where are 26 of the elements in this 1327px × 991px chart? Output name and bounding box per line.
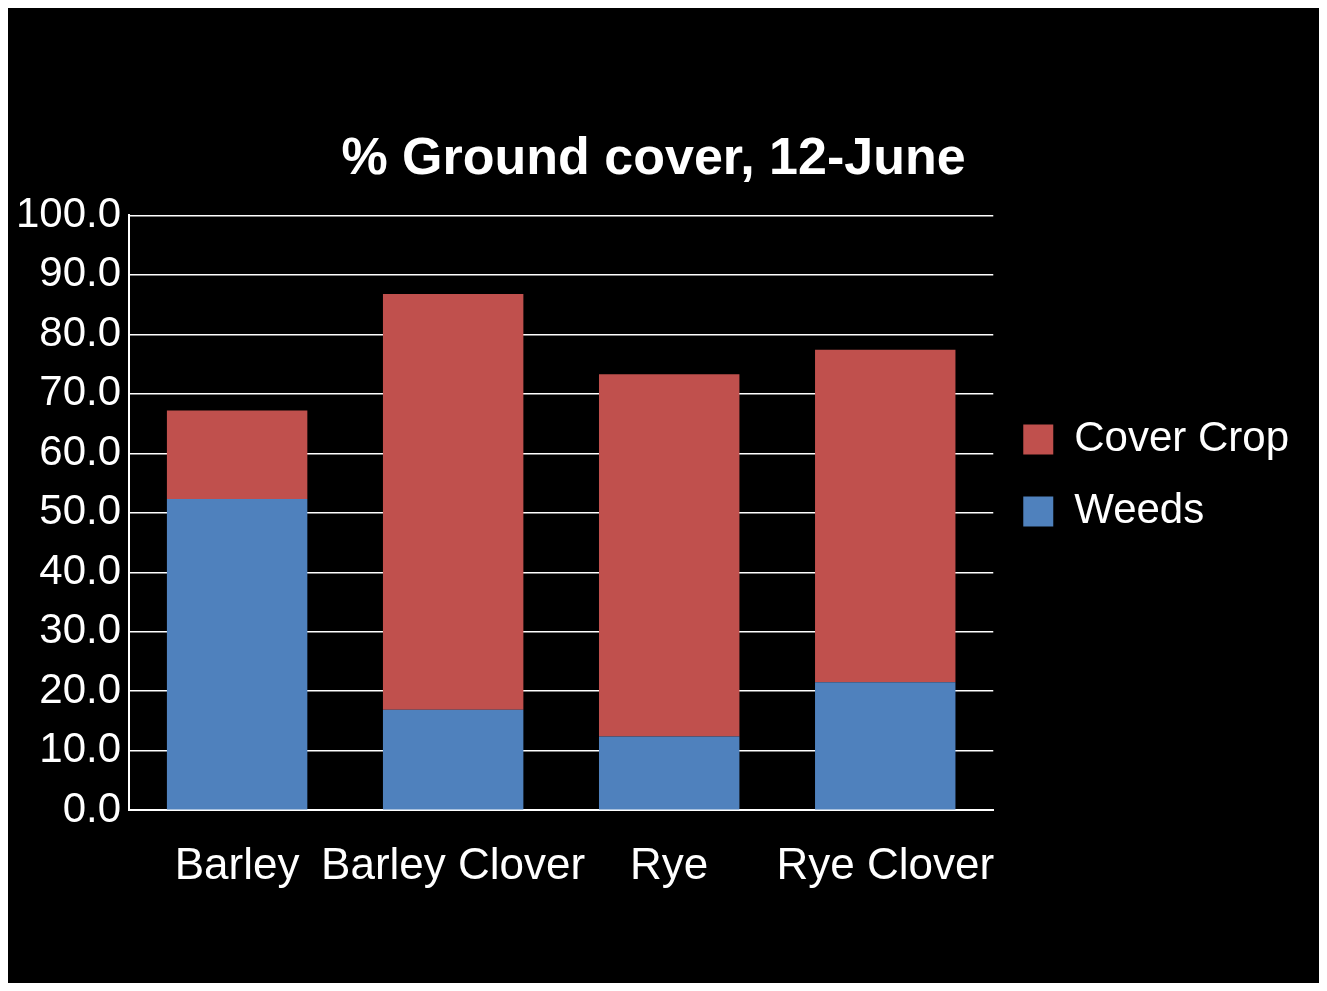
legend-label: Cover Crop bbox=[1074, 413, 1290, 461]
x-tick-label: Rye bbox=[630, 838, 709, 888]
bar bbox=[166, 410, 308, 500]
y-tick-label: 30.0 bbox=[39, 605, 122, 653]
bar bbox=[382, 293, 524, 710]
y-tick-label: 20.0 bbox=[39, 664, 122, 712]
x-tick-label: Rye Clover bbox=[776, 838, 995, 888]
chart-title: % Ground cover, 12-June bbox=[341, 126, 966, 185]
bar bbox=[382, 709, 524, 810]
y-tick-label: 60.0 bbox=[39, 426, 122, 474]
y-tick-label: 10.0 bbox=[39, 724, 122, 772]
y-tick-label: 0.0 bbox=[62, 783, 122, 831]
y-tick-label: 40.0 bbox=[39, 545, 122, 593]
bar bbox=[815, 349, 956, 683]
x-tick-label: Barley Clover bbox=[321, 838, 586, 888]
bar bbox=[815, 682, 956, 810]
y-tick-label: 100.0 bbox=[15, 188, 122, 236]
y-tick-label: 80.0 bbox=[39, 307, 122, 355]
bar bbox=[166, 499, 308, 810]
y-tick-label: 90.0 bbox=[39, 248, 122, 296]
legend-label: Weeds bbox=[1074, 485, 1205, 533]
bar bbox=[598, 374, 740, 737]
y-tick-label: 50.0 bbox=[39, 486, 122, 534]
y-tick-label: 70.0 bbox=[39, 367, 122, 415]
x-tick-label: Barley bbox=[174, 838, 300, 888]
bar bbox=[598, 736, 740, 810]
